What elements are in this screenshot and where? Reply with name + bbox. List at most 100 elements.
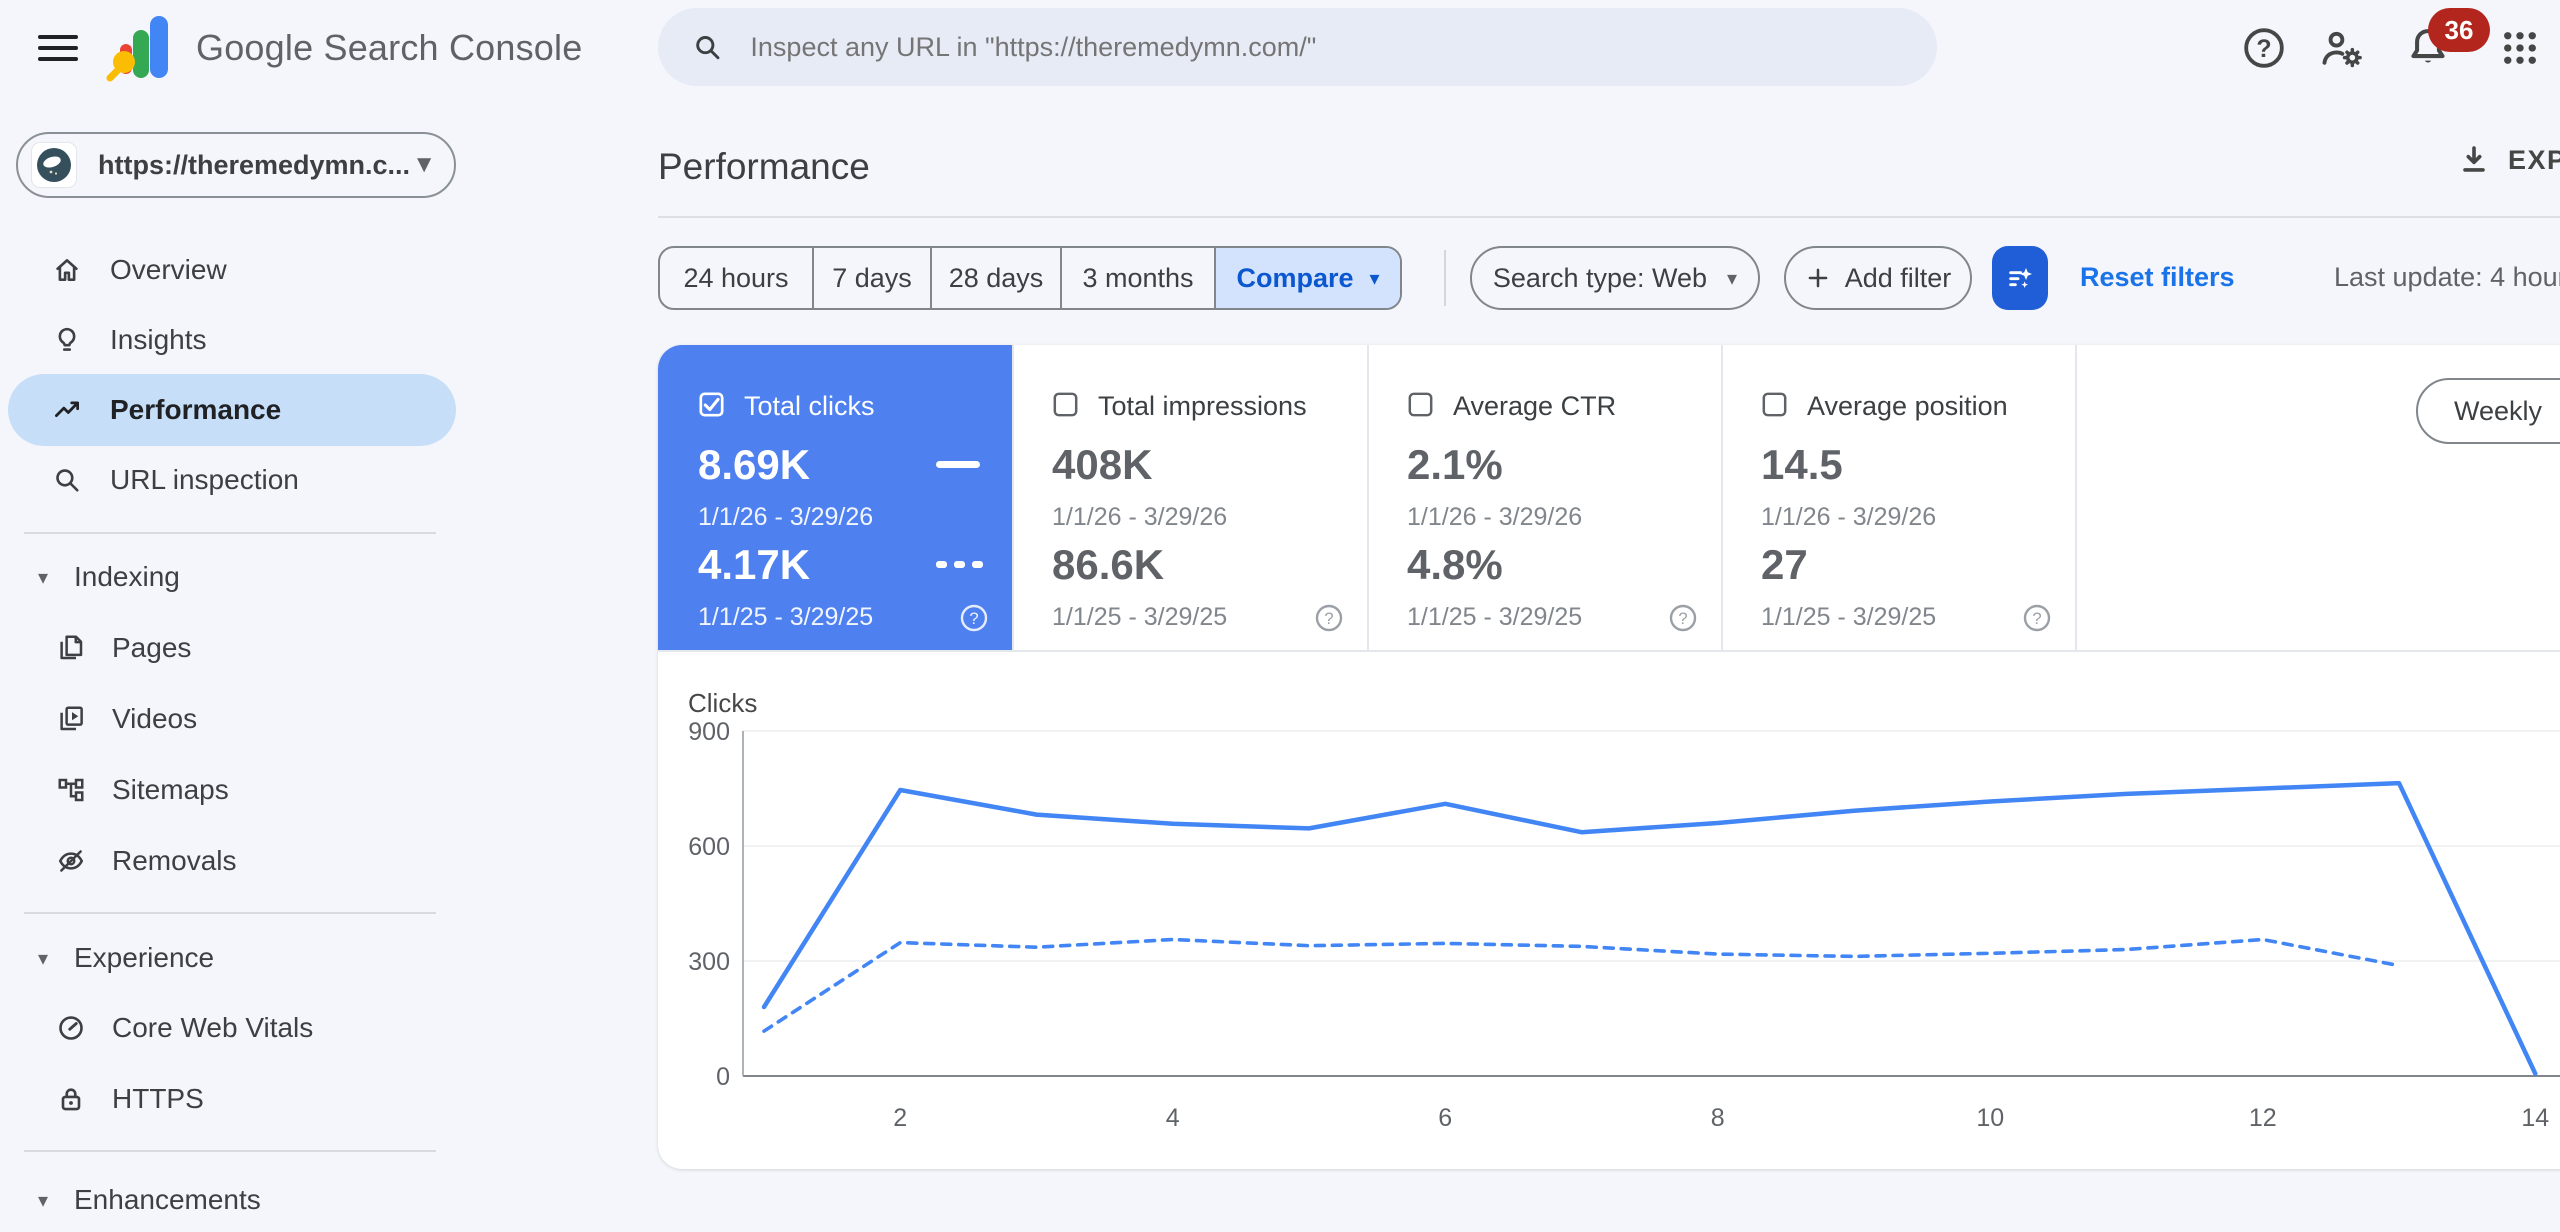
sidebar-item-label: URL inspection	[110, 464, 299, 495]
svg-text:?: ?	[969, 609, 978, 628]
solid-line-legend-mark	[936, 461, 980, 468]
chevron-down-icon: ▾	[1369, 267, 1380, 290]
card-range-current: 1/1/26 - 3/29/26	[1052, 503, 1228, 531]
checkbox-unchecked-icon[interactable]	[1407, 391, 1434, 418]
tab-24-hours[interactable]: 24 hours	[683, 262, 789, 293]
sidebar-item-sitemaps[interactable]: Sitemaps	[0, 755, 456, 825]
sidebar-item-insights[interactable]: Insights	[0, 305, 456, 375]
clicks-chart-svg: 0 300 600 900 2 4 6 8 10 12 14	[688, 718, 2560, 1132]
svg-text:2: 2	[893, 1104, 907, 1132]
card-value-previous: 4.17K	[698, 541, 811, 588]
sidebar-item-performance[interactable]: Performance	[8, 374, 456, 446]
home-icon	[56, 259, 78, 281]
chart-ylabel: Clicks	[688, 688, 758, 718]
sidebar-item-label: HTTPS	[112, 1083, 204, 1114]
reset-filters-link[interactable]: Reset filters	[2080, 262, 2235, 292]
card-average-position[interactable]: Average position 14.5 1/1/26 - 3/29/26 2…	[1721, 345, 2075, 650]
header-divider	[658, 216, 2560, 218]
svg-text:600: 600	[688, 833, 730, 861]
card-label: Average CTR	[1453, 391, 1617, 421]
sidebar-section-indexing[interactable]: ▾ Indexing	[0, 545, 456, 609]
tab-7-days[interactable]: 7 days	[812, 248, 930, 308]
help-icon[interactable]: ?	[1667, 602, 1699, 634]
chevron-down-icon: ▾	[1727, 267, 1738, 290]
svg-text:4: 4	[1166, 1104, 1180, 1132]
speedometer-icon	[59, 1016, 83, 1040]
hamburger-menu-button[interactable]	[30, 26, 86, 70]
lock-icon	[61, 1088, 81, 1111]
card-total-impressions[interactable]: Total impressions 408K 1/1/26 - 3/29/26 …	[1012, 345, 1367, 650]
card-value-previous: 27	[1761, 541, 1808, 588]
sidebar-section-enhancements[interactable]: ▾ Enhancements	[0, 1168, 456, 1232]
sidebar-item-label: Sitemaps	[112, 774, 229, 805]
sidebar-section-experience[interactable]: ▾ Experience	[0, 926, 456, 990]
notifications-count-badge: 36	[2428, 8, 2490, 52]
card-range-previous: 1/1/25 - 3/29/25	[1407, 603, 1583, 631]
search-input[interactable]	[748, 30, 1903, 64]
property-selector[interactable]: https://theremedymn.c... ▼	[16, 132, 456, 198]
sidebar-item-url-inspection[interactable]: URL inspection	[0, 445, 456, 515]
tab-3-months[interactable]: 3 months	[1060, 248, 1214, 308]
url-inspect-searchbar[interactable]	[658, 8, 1937, 86]
sidebar-item-core-web-vitals[interactable]: Core Web Vitals	[0, 993, 456, 1063]
x-tick-labels: 2 4 6 8 10 12 14	[893, 1104, 2549, 1132]
svg-text:?: ?	[1324, 609, 1333, 628]
help-icon[interactable]: ?	[958, 602, 990, 634]
svg-text:0: 0	[716, 1063, 730, 1091]
card-value-current: 14.5	[1761, 441, 1843, 488]
help-button[interactable]: ?	[2240, 24, 2288, 72]
sidebar-item-overview[interactable]: Overview	[0, 235, 456, 305]
user-settings-button[interactable]	[2318, 24, 2366, 72]
card-value-current: 408K	[1052, 441, 1153, 488]
sidebar-item-videos[interactable]: Videos	[0, 684, 456, 754]
page-title: Performance	[658, 146, 870, 187]
card-total-clicks[interactable]: Total clicks 8.69K 1/1/26 - 3/29/26 4.17…	[658, 345, 1012, 650]
trending-up-icon	[55, 401, 79, 417]
checkbox-unchecked-icon[interactable]	[1761, 391, 1788, 418]
eye-off-icon	[58, 850, 84, 872]
current-period-line	[761, 780, 2538, 1076]
sidebar-item-label: Overview	[110, 254, 227, 285]
card-value-previous: 4.8%	[1407, 541, 1503, 588]
tab-compare[interactable]: Compare ▾	[1214, 248, 1400, 308]
grid-lines: 0 300 600 900	[688, 718, 2560, 1091]
card-value-previous: 86.6K	[1052, 541, 1165, 588]
sidebar-item-label: Videos	[112, 703, 198, 734]
tile-separator	[1012, 345, 1014, 650]
card-average-ctr[interactable]: Average CTR 2.1% 1/1/26 - 3/29/26 4.8% 1…	[1367, 345, 1721, 650]
sidebar-item-removals[interactable]: Removals	[0, 826, 456, 896]
download-icon	[2463, 146, 2485, 172]
previous-period-line	[762, 937, 2401, 1033]
search-type-dropdown[interactable]: Search type: Web ▾	[1470, 246, 1760, 310]
help-icon[interactable]: ?	[2021, 602, 2053, 634]
toolbar-divider	[1444, 250, 1446, 306]
add-filter-button[interactable]: Add filter	[1784, 246, 1972, 310]
performance-panel: Total clicks 8.69K 1/1/26 - 3/29/26 4.17…	[658, 345, 2560, 1169]
svg-text:12: 12	[2249, 1104, 2277, 1132]
sidebar-item-https[interactable]: HTTPS	[0, 1064, 456, 1134]
sidebar-item-label: Removals	[112, 845, 237, 876]
sidebar-item-label: Insights	[110, 324, 207, 355]
checkbox-checked-icon[interactable]	[698, 391, 725, 418]
tiles-bottom-divider	[658, 650, 2560, 652]
card-range-current: 1/1/26 - 3/29/26	[1407, 503, 1583, 531]
apps-grid-button[interactable]	[2496, 24, 2544, 72]
tab-28-days[interactable]: 28 days	[930, 248, 1060, 308]
svg-text:8: 8	[1711, 1104, 1725, 1132]
filter-settings-button[interactable]	[1992, 246, 2048, 310]
magnifier-icon	[56, 469, 79, 492]
sidebar-item-label: Pages	[112, 632, 192, 663]
filter-sparkle-icon	[2009, 268, 2032, 288]
svg-text:900: 900	[688, 718, 730, 746]
granularity-dropdown[interactable]: Weekly ▾	[2416, 378, 2560, 444]
sidebar-divider	[24, 1150, 436, 1152]
date-range-tabs: 24 hours 7 days 28 days 3 months Compare…	[658, 246, 1402, 310]
checkbox-unchecked-icon[interactable]	[1052, 391, 1079, 418]
lightbulb-icon	[58, 327, 76, 351]
svg-text:10: 10	[1976, 1104, 2004, 1132]
sidebar-item-label: Core Web Vitals	[112, 1012, 314, 1043]
sidebar-item-pages[interactable]: Pages	[0, 613, 456, 683]
export-button[interactable]: EXPORT	[2456, 142, 2560, 178]
svg-text:300: 300	[688, 948, 730, 976]
help-icon[interactable]: ?	[1313, 602, 1345, 634]
